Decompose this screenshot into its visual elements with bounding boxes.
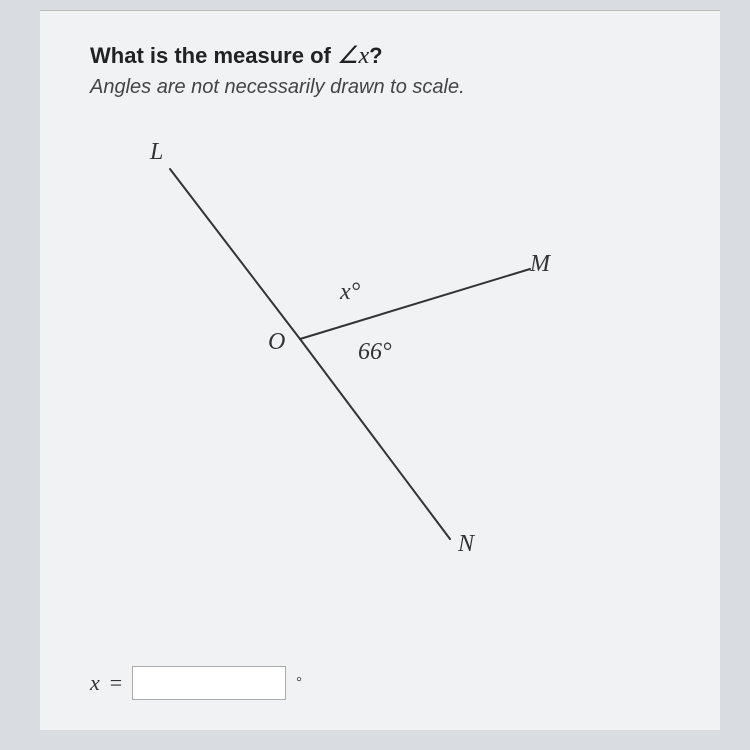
point-label-M: M xyxy=(530,251,550,278)
point-label-L: L xyxy=(150,139,163,166)
answer-input[interactable] xyxy=(132,666,286,700)
content-area: What is the measure of ∠x? Angles are no… xyxy=(40,10,720,730)
question-subtitle: Angles are not necessarily drawn to scal… xyxy=(90,76,670,99)
angle-label-0: x° xyxy=(340,279,360,306)
angle-symbol: ∠ xyxy=(337,43,359,69)
point-label-O: O xyxy=(268,329,285,356)
answer-row: x = ° xyxy=(90,666,302,700)
equals-sign: = xyxy=(110,670,122,696)
question-prefix: What is the measure of xyxy=(90,43,337,68)
angle-label-1: 66° xyxy=(358,339,392,366)
angle-diagram: L M N Ox° 66° xyxy=(90,139,590,559)
diagram-svg xyxy=(90,139,590,559)
degree-unit: ° xyxy=(296,675,302,691)
question-title: What is the measure of ∠x? xyxy=(90,41,670,70)
point-label-N: N xyxy=(458,531,474,558)
question-suffix: ? xyxy=(369,43,382,68)
answer-variable: x xyxy=(90,670,100,696)
question-variable: x xyxy=(358,43,369,69)
